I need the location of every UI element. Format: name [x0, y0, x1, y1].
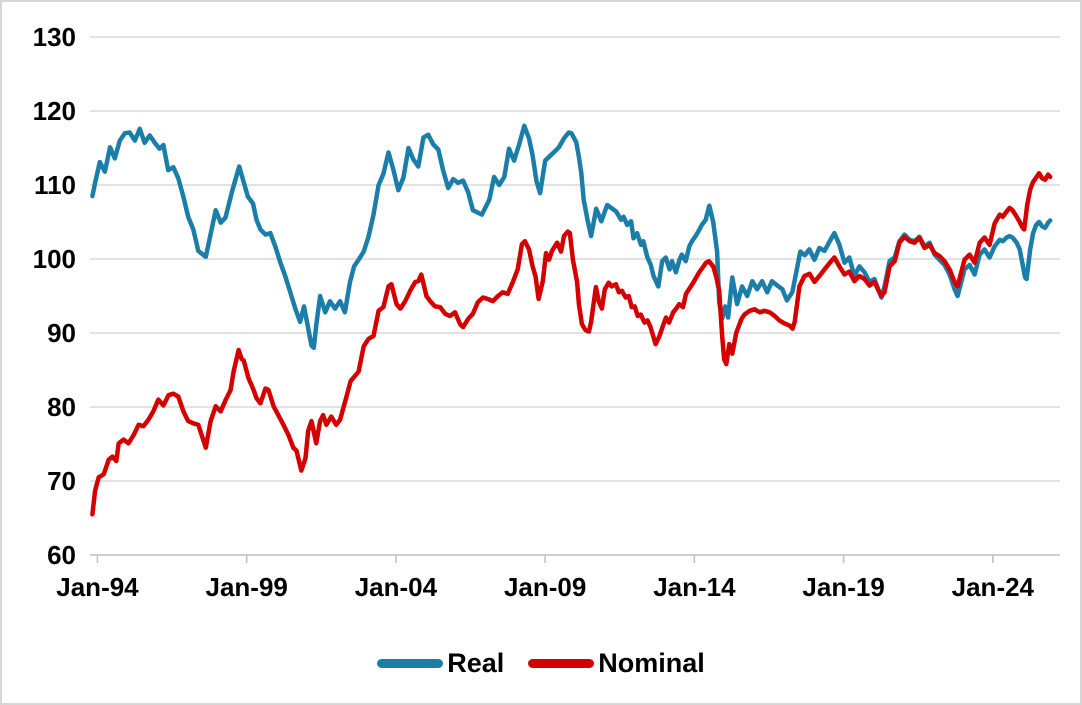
legend-label-real: Real	[447, 648, 505, 678]
x-axis-label: Jan-04	[355, 572, 438, 602]
y-axis-label: 60	[47, 540, 76, 570]
x-axis-label: Jan-14	[653, 572, 736, 602]
x-axis-label: Jan-24	[952, 572, 1035, 602]
y-axis-label: 70	[47, 466, 76, 496]
legend-item-nominal: Nominal	[528, 650, 705, 677]
nominal-line-swatch	[528, 659, 595, 668]
y-axis-label: 90	[47, 318, 76, 348]
y-axis-label: 100	[33, 244, 76, 274]
series-line-nominal	[90, 170, 1053, 517]
y-axis-label: 110	[34, 170, 76, 200]
y-axis-label: 120	[33, 96, 76, 126]
y-axis-label: 80	[47, 392, 76, 422]
x-axis-label: Jan-94	[56, 572, 139, 602]
x-axis-label: Jan-09	[504, 572, 586, 602]
x-axis-label: Jan-19	[802, 572, 884, 602]
y-axis-label: 130	[33, 22, 76, 52]
x-axis-label: Jan-99	[205, 572, 287, 602]
legend-label-nominal: Nominal	[598, 648, 705, 678]
legend-item-real: Real	[377, 650, 504, 677]
real-line-swatch	[377, 659, 444, 668]
chart-legend: Real Nominal	[2, 650, 1080, 677]
